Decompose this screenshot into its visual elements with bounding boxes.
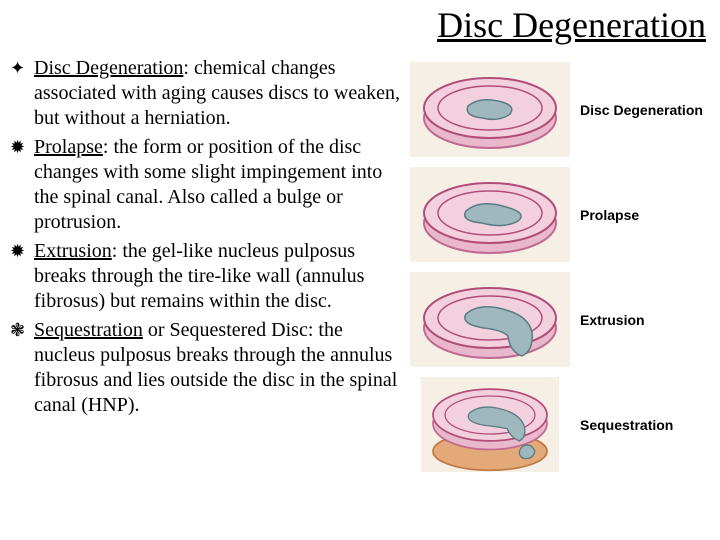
sep: : (112, 240, 123, 262)
term: Prolapse (34, 136, 103, 158)
diagram-row: Sequestration (410, 377, 710, 472)
term: Extrusion (34, 240, 112, 262)
diagram-label: Prolapse (580, 207, 639, 223)
disc-prolapse-icon (410, 167, 570, 262)
bullet-text: Disc Degeneration: chemical changes asso… (34, 56, 400, 131)
bullet-text: Extrusion: the gel-like nucleus pulposus… (34, 239, 400, 314)
sep: : (183, 57, 194, 79)
bullet-icon: ❃ (10, 318, 34, 342)
term: Disc Degeneration (34, 57, 183, 79)
diagram-label: Disc Degeneration (580, 102, 703, 118)
term: Sequestration (34, 319, 143, 341)
bullet-text: Prolapse: the form or position of the di… (34, 135, 400, 235)
list-item: ✹ Extrusion: the gel-like nucleus pulpos… (10, 239, 400, 314)
diagram-row: Prolapse (410, 167, 710, 262)
disc-sequestration-icon (410, 377, 570, 472)
disc-extrusion-icon (410, 272, 570, 367)
diagram-column: Disc Degeneration Prolapse Extrusion (410, 62, 710, 472)
bullet-list: ✦ Disc Degeneration: chemical changes as… (10, 56, 400, 422)
diagram-label: Extrusion (580, 312, 645, 328)
bullet-icon: ✹ (10, 135, 34, 159)
list-item: ✦ Disc Degeneration: chemical changes as… (10, 56, 400, 131)
bullet-icon: ✹ (10, 239, 34, 263)
bullet-text: Sequestration or Sequestered Disc: the n… (34, 318, 400, 418)
disc-degeneration-icon (410, 62, 570, 157)
diagram-row: Extrusion (410, 272, 710, 367)
diagram-label: Sequestration (580, 417, 673, 433)
list-item: ❃ Sequestration or Sequestered Disc: the… (10, 318, 400, 418)
diagram-row: Disc Degeneration (410, 62, 710, 157)
sep: : (103, 136, 114, 158)
sep: or Sequestered Disc: (143, 319, 319, 341)
list-item: ✹ Prolapse: the form or position of the … (10, 135, 400, 235)
page-title: Disc Degeneration (437, 4, 706, 46)
bullet-icon: ✦ (10, 56, 34, 80)
